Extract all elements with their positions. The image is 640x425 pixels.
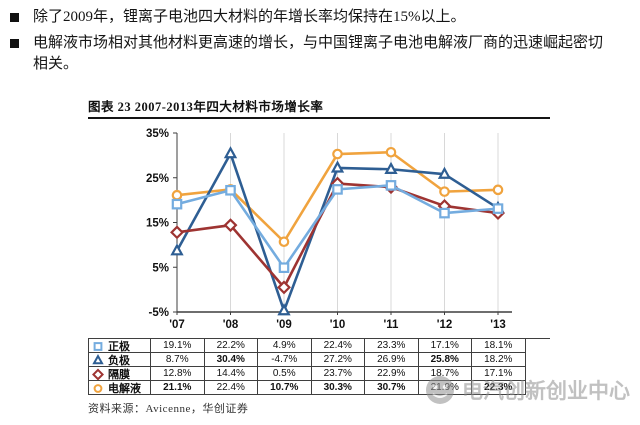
cell-value: 27.2% [311,353,365,367]
figure-title: 图表 23 2007-2013年四大材料市场增长率 [88,100,550,119]
cell-value: 25.8% [418,353,472,367]
cell-value: 17.1% [418,339,472,353]
series-marker-circle [439,186,450,197]
series-marker-circle [171,189,183,201]
cell-value: 23.3% [365,339,419,353]
x-axis-label: '07 [169,319,185,331]
x-axis-label: '10 [330,319,346,331]
series-marker-circle [93,383,103,393]
cell-value: 18.7% [418,367,472,381]
series-name: 正极 [108,340,130,353]
cell-value: 22.2% [204,339,258,353]
cell-value: 0.5% [258,367,312,381]
series-marker-square [171,198,183,210]
cell-value: 4.9% [258,339,312,353]
series-marker-circle [492,184,504,196]
cell-value: 14.4% [204,367,258,381]
chart-canvas: 35% 25% 15% 5% -5%'07 '08 '09 '10 '11 '12 '13 [146,128,512,331]
cell-value: 26.9% [365,353,419,367]
x-axis-label: '11 [384,319,399,331]
series-marker-triangle [170,243,184,256]
cell-value: 22.3% [472,381,526,395]
series-marker-square [225,184,236,196]
series-marker-square [385,180,397,191]
figure: 图表 23 2007-2013年四大材料市场增长率 35% 25% 15% 5% -5%… [88,100,550,416]
cell-value: 8.7% [151,353,205,367]
cell-value: 22.4% [311,339,365,353]
y-axis-label: 5% [152,262,169,274]
series-marker-triangle [330,160,345,173]
cell-value: 18.1% [472,339,526,353]
cell-value: 30.4% [204,353,258,367]
cell-value: 23.7% [311,367,365,381]
bullet-list: 除了2009年，锂离子电池四大材料的年增长率均保持在15%以上。 电解液市场相对… [10,7,632,80]
y-axis-label: -5% [149,307,169,319]
cell-value: 21.9% [418,381,472,395]
cell-value: 30.7% [365,381,419,395]
series-marker-square [332,184,343,195]
legend-marker-diamond-icon [92,367,104,380]
series-marker-circle [385,146,397,158]
legend-marker-triangle-icon [92,353,104,364]
cell-value: 18.2% [472,353,526,367]
series-marker-circle [278,236,290,248]
bullet-text: 除了2009年，锂离子电池四大材料的年增长率均保持在15%以上。 [33,9,466,25]
table-row-label: 正极 [89,339,151,353]
cell-value: 17.1% [472,367,526,381]
x-axis-label: '09 [276,319,292,331]
table-row-label: 电解液 [89,381,151,395]
bullet-square-icon [10,39,19,48]
table-row-label: 负极 [89,353,151,367]
bullet-item: 除了2009年，锂离子电池四大材料的年增长率均保持在15%以上。 [10,7,632,28]
cell-value: 19.1% [151,339,205,353]
y-axis-label: 15% [146,218,169,230]
legend-marker-square-icon [93,341,103,351]
series-marker-triangle [437,166,452,179]
series-marker-triangle [92,353,104,364]
x-axis-label: '12 [437,319,453,331]
bullet-item: 电解液市场相对其他材料更高速的增长，与中国锂离子电池电解液厂商的迅速崛起密切相关… [10,33,632,75]
bullet-text: 电解液市场相对其他材料更高速的增长，与中国锂离子电池电解液厂商的迅速崛起密切相关… [33,35,604,72]
cell-value: 22.9% [365,367,419,381]
series-marker-diamond [223,218,238,233]
series-marker-square [278,262,290,273]
series-marker-circle [332,148,343,160]
series-marker-square [439,207,450,219]
x-axis-label: '08 [223,319,239,331]
cell-value: -4.7% [258,353,312,367]
data-table: 正极 19.1% 22.2% 4.9% 22.4% 23.3% 17.1% 18.1% 负极 8.… [88,338,550,395]
series-marker-diamond [170,225,184,240]
series-name: 电解液 [108,382,141,395]
bullet-square-icon [10,13,19,22]
legend-marker-circle-icon [93,383,103,393]
series-marker-diamond [92,367,104,380]
cell-value: 22.4% [204,381,258,395]
x-axis-label: '13 [490,319,506,331]
series-name: 负极 [108,354,130,367]
series-marker-triangle [223,146,238,159]
series-marker-triangle [384,161,398,174]
y-axis-label: 25% [146,173,169,185]
cell-value: 30.3% [311,381,365,395]
series-marker-square [93,341,103,351]
series-name: 隔膜 [108,368,130,381]
table-row-label: 隔膜 [89,367,151,381]
cell-value: 12.8% [151,367,205,381]
cell-value: 10.7% [258,381,312,395]
cell-value: 21.1% [151,381,205,395]
y-axis-label: 35% [146,128,169,140]
series-marker-diamond [277,280,291,295]
source-note: 资料来源：Avicenne，华创证券 [88,403,249,415]
series-marker-square [492,203,504,214]
series-marker-triangle [277,303,291,316]
